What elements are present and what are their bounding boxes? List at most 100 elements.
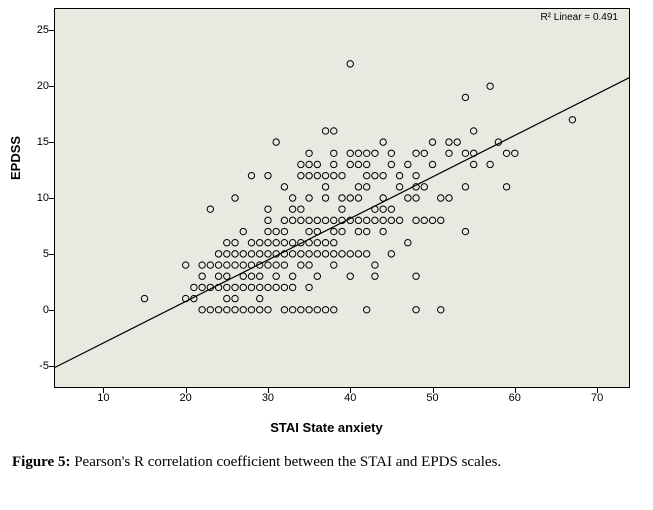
scatter-point (224, 240, 230, 246)
scatter-point (207, 307, 213, 313)
scatter-point (248, 273, 254, 279)
scatter-point (298, 206, 304, 212)
scatter-point (281, 228, 287, 234)
x-axis-label: STAI State anxiety (0, 420, 653, 435)
scatter-point (413, 150, 419, 156)
scatter-point (363, 251, 369, 257)
scatter-point (240, 273, 246, 279)
x-tick-mark (597, 388, 598, 393)
scatter-point (331, 150, 337, 156)
scatter-point (289, 206, 295, 212)
scatter-point (462, 184, 468, 190)
scatter-point (363, 228, 369, 234)
y-tick-label: -5 (19, 360, 49, 372)
x-tick-mark (186, 388, 187, 393)
scatter-point (265, 240, 271, 246)
scatter-point (462, 150, 468, 156)
scatter-point (438, 217, 444, 223)
scatter-point (199, 273, 205, 279)
scatter-point (322, 217, 328, 223)
scatter-point (265, 172, 271, 178)
scatter-point (265, 284, 271, 290)
scatter-point (215, 251, 221, 257)
x-tick-label: 40 (344, 392, 356, 404)
scatter-point (273, 262, 279, 268)
scatter-point (322, 240, 328, 246)
scatter-point (331, 128, 337, 134)
scatter-point (372, 262, 378, 268)
scatter-point (257, 251, 263, 257)
scatter-point (207, 262, 213, 268)
scatter-point (224, 307, 230, 313)
x-tick-mark (515, 388, 516, 393)
scatter-point (281, 262, 287, 268)
y-tick-label: 0 (19, 304, 49, 316)
scatter-point (413, 217, 419, 223)
x-tick-label: 60 (509, 392, 521, 404)
scatter-point (224, 284, 230, 290)
scatter-point (306, 217, 312, 223)
caption-prefix: Figure 5: (12, 454, 70, 470)
scatter-point (446, 195, 452, 201)
scatter-point (248, 307, 254, 313)
scatter-point (232, 295, 238, 301)
scatter-point (429, 217, 435, 223)
scatter-point (289, 195, 295, 201)
scatter-point (224, 273, 230, 279)
scatter-point (248, 262, 254, 268)
scatter-point (265, 262, 271, 268)
scatter-point (355, 228, 361, 234)
scatter-point (421, 217, 427, 223)
scatter-point (273, 139, 279, 145)
scatter-point (215, 262, 221, 268)
scatter-point (257, 284, 263, 290)
scatter-point (331, 172, 337, 178)
scatter-point (380, 228, 386, 234)
scatter-point (347, 161, 353, 167)
scatter-point (339, 172, 345, 178)
scatter-point (421, 150, 427, 156)
scatter-point (372, 172, 378, 178)
scatter-point (314, 217, 320, 223)
scatter-point (273, 284, 279, 290)
scatter-point (289, 273, 295, 279)
scatter-point (380, 217, 386, 223)
scatter-point (429, 139, 435, 145)
scatter-point (298, 161, 304, 167)
y-tick-label: 15 (19, 136, 49, 148)
scatter-point (405, 240, 411, 246)
scatter-point (454, 139, 460, 145)
figure-caption: Figure 5: Pearson's R correlation coeffi… (12, 452, 641, 473)
scatter-point (413, 307, 419, 313)
scatter-point (405, 195, 411, 201)
scatter-point (224, 262, 230, 268)
scatter-point (306, 172, 312, 178)
scatter-point (380, 139, 386, 145)
scatter-point (372, 150, 378, 156)
scatter-point (421, 184, 427, 190)
scatter-point (182, 262, 188, 268)
scatter-point (224, 251, 230, 257)
scatter-point (215, 307, 221, 313)
scatter-point (289, 307, 295, 313)
scatter-point (339, 195, 345, 201)
scatter-point (232, 262, 238, 268)
scatter-point (355, 251, 361, 257)
scatter-point (331, 262, 337, 268)
r-squared-annotation: R² Linear = 0.491 (540, 12, 618, 23)
scatter-point (232, 284, 238, 290)
scatter-point (355, 217, 361, 223)
scatter-point (339, 251, 345, 257)
scatter-point (322, 195, 328, 201)
scatter-point (347, 150, 353, 156)
scatter-point (405, 161, 411, 167)
scatter-point (298, 172, 304, 178)
scatter-point (314, 307, 320, 313)
scatter-point (380, 206, 386, 212)
scatter-point (413, 273, 419, 279)
scatter-point (512, 150, 518, 156)
scatter-point (314, 251, 320, 257)
scatter-point (232, 251, 238, 257)
scatter-point (248, 240, 254, 246)
scatter-plot-svg (54, 8, 630, 388)
